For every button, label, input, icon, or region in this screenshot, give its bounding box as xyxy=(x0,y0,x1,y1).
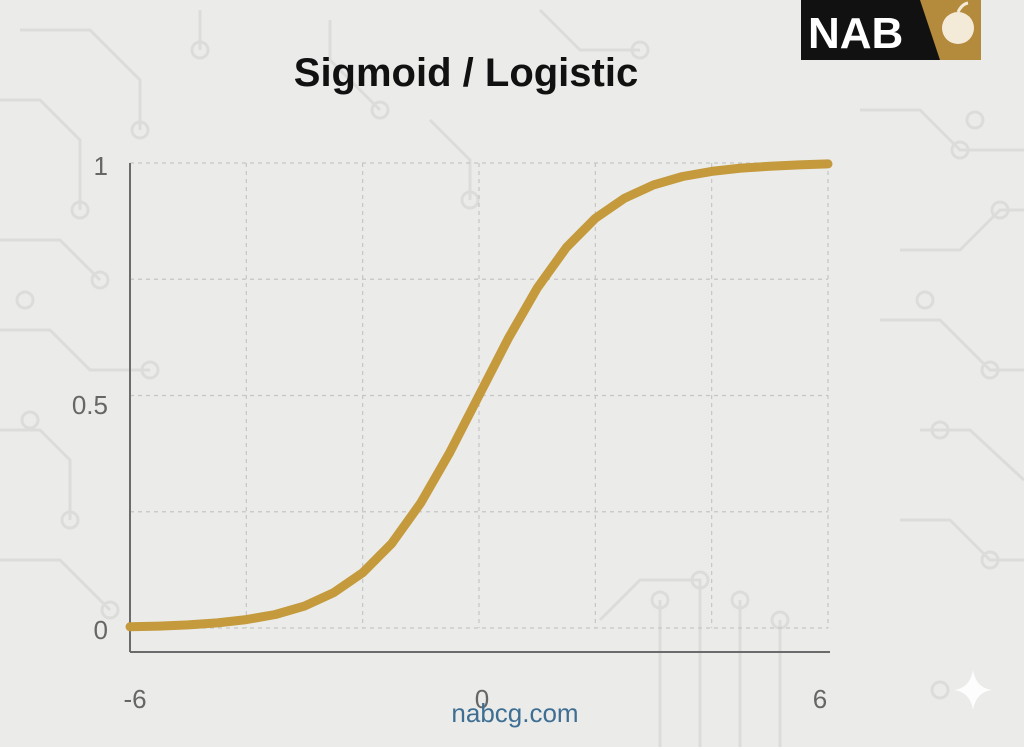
circuit-node xyxy=(930,420,950,440)
circuit-node xyxy=(190,40,210,60)
circuit-trace xyxy=(328,20,382,112)
sparkle-icon xyxy=(954,670,992,710)
circuit-node xyxy=(980,550,1000,570)
circuit-node xyxy=(990,200,1010,220)
circuit-node xyxy=(15,290,35,310)
circuit-node xyxy=(980,360,1000,380)
circuit-node xyxy=(370,100,390,120)
circuit-node xyxy=(130,120,150,140)
circuit-trace xyxy=(0,98,82,210)
x-tick-label-0: 0 xyxy=(475,684,489,714)
x-tick-label-6: 6 xyxy=(813,684,827,714)
circuit-node xyxy=(70,200,90,220)
y-tick-label-1: 1 xyxy=(94,151,108,181)
logo-text: NAB xyxy=(808,9,903,58)
circuit-node xyxy=(90,270,110,290)
sigmoid-series-line xyxy=(125,159,833,632)
circuit-node xyxy=(20,410,40,430)
circuit-trace xyxy=(598,578,702,747)
circuit-node xyxy=(100,600,120,620)
circuit-node xyxy=(965,110,985,130)
circuit-trace xyxy=(428,118,472,200)
circuit-node xyxy=(630,40,650,60)
circuit-trace xyxy=(538,8,640,52)
circuit-node xyxy=(730,590,750,610)
circuit-trace xyxy=(0,238,102,282)
circuit-node xyxy=(140,360,160,380)
circuit-node xyxy=(60,510,80,530)
circuit-trace xyxy=(20,28,142,130)
watermark-text: nabcg.com xyxy=(451,698,578,728)
y-tick-label-0: 0 xyxy=(94,615,108,645)
circuit-trace xyxy=(0,428,72,520)
circuit-trace xyxy=(920,428,1024,482)
apple-icon xyxy=(942,1,974,44)
circuit-trace xyxy=(880,318,1024,372)
nab-logo: NAB xyxy=(801,0,981,60)
circuit-trace xyxy=(900,208,1024,252)
chart-title: Sigmoid / Logistic xyxy=(294,51,638,95)
circuit-node xyxy=(930,680,950,700)
circuit-node xyxy=(460,190,480,210)
circuit-node xyxy=(650,590,670,610)
circuit-node xyxy=(915,290,935,310)
x-tick-label-neg6: -6 xyxy=(123,684,146,714)
circuit-trace xyxy=(0,558,112,612)
circuit-node xyxy=(950,140,970,160)
circuit-trace xyxy=(0,328,150,372)
y-tick-label-0-5: 0.5 xyxy=(72,390,108,420)
circuit-background xyxy=(0,8,1024,747)
circuit-node xyxy=(690,570,710,590)
circuit-trace xyxy=(900,518,1024,562)
circuit-trace xyxy=(860,108,1024,152)
